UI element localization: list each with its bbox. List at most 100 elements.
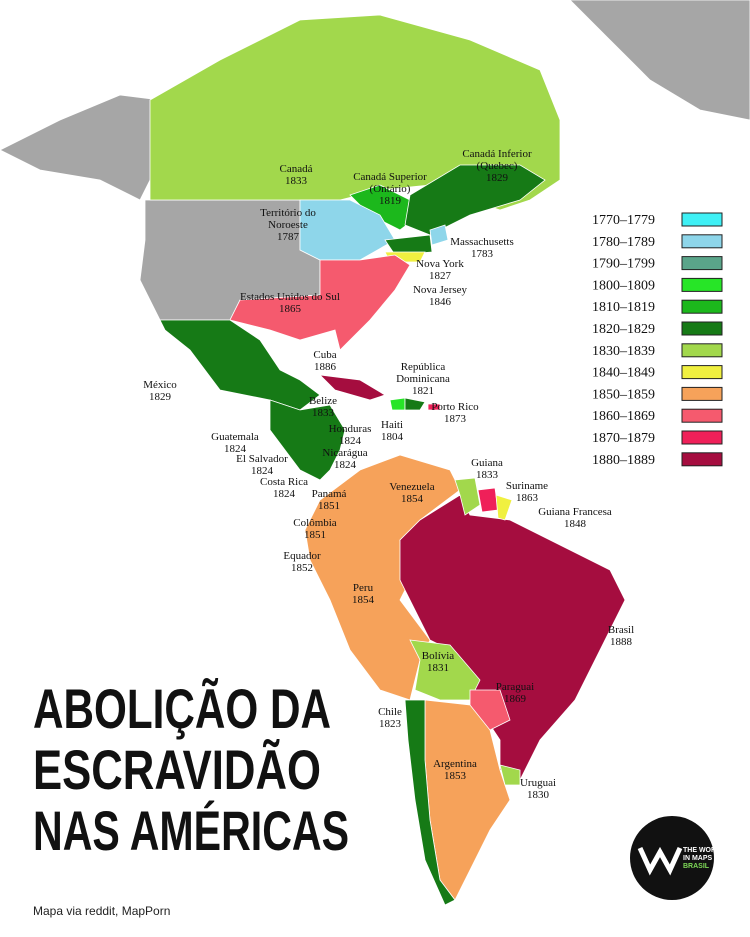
- region-year: 1833: [285, 175, 308, 187]
- logo-badge: [630, 816, 714, 900]
- region-name: Equador: [283, 550, 321, 562]
- region-year: 1848: [564, 518, 587, 530]
- region-name: Peru: [353, 582, 374, 594]
- uruguay: [499, 764, 521, 786]
- region-year: 1853: [444, 770, 467, 782]
- region-name: El Salvador: [236, 453, 288, 465]
- legend-swatch: [681, 386, 723, 401]
- region-name: Paraguai: [496, 681, 534, 693]
- region-year: 1827: [429, 270, 452, 282]
- region-name: Canadá: [280, 163, 313, 175]
- region-name: Noroeste: [268, 219, 308, 231]
- region-year: 1869: [504, 693, 527, 705]
- region-year: 1851: [318, 500, 340, 512]
- region-year: 1829: [149, 391, 172, 403]
- massachusetts: [429, 224, 449, 246]
- legend-swatch: [681, 256, 723, 271]
- region-name: Dominicana: [396, 373, 450, 385]
- region-year: 1888: [610, 636, 633, 648]
- legend-swatch: [681, 299, 723, 314]
- region-name: Suriname: [506, 480, 548, 492]
- region-year: 1830: [527, 789, 550, 801]
- region-year: 1804: [381, 431, 404, 443]
- region-name: Chile: [378, 706, 402, 718]
- landmass: [0, 0, 750, 906]
- legend-swatch: [681, 365, 723, 380]
- suriname: [477, 487, 499, 513]
- region-name: Colômbia: [293, 517, 337, 529]
- legend-label: 1790–1799: [592, 257, 655, 272]
- region-name: Estados Unidos do Sul: [240, 291, 340, 303]
- legend-label: 1850–1859: [592, 387, 655, 402]
- bolivia: [409, 639, 481, 701]
- legend-label: 1860–1869: [592, 409, 655, 424]
- northwest-south-america: [304, 454, 461, 701]
- cuba: [318, 374, 386, 401]
- region-year: 1829: [486, 172, 509, 184]
- region-name: Brasil: [608, 624, 634, 636]
- region-year: 1824: [251, 465, 274, 477]
- legend-label: 1880–1889: [592, 453, 655, 468]
- source: Mapa via reddit, MapPorn: [33, 904, 170, 918]
- region-year: 1824: [273, 488, 296, 500]
- dominican-republic: [404, 397, 426, 411]
- region-name: Território do: [260, 207, 316, 219]
- region-name: Honduras: [329, 423, 372, 435]
- region-name: Panamá: [312, 488, 347, 500]
- region-year: 1783: [471, 248, 494, 260]
- legend-swatch: [681, 277, 723, 292]
- legend-swatch: [681, 430, 723, 445]
- region-year: 1851: [304, 529, 326, 541]
- central-america: [269, 399, 346, 481]
- greenland: [569, 0, 750, 121]
- chile: [404, 699, 456, 906]
- region-year: 1833: [312, 407, 335, 419]
- southern-us: [229, 254, 411, 351]
- region-year: 1854: [352, 594, 375, 606]
- region-year: 1824: [339, 435, 362, 447]
- region-year: 1863: [516, 492, 539, 504]
- legend-swatch: [681, 408, 723, 423]
- region-year: 1886: [314, 361, 337, 373]
- region-name: (Ontário): [370, 183, 411, 195]
- logo-text: BRASIL: [683, 863, 710, 870]
- region-year: 1824: [334, 459, 357, 471]
- legend-label: 1820–1829: [592, 322, 655, 337]
- legend-label: 1810–1819: [592, 300, 655, 315]
- legend: 1770–1779 1780–1789 1790–1799 1800–1809 1810…: [592, 212, 723, 468]
- puerto-rico: [427, 403, 441, 411]
- title-line: ABOLIÇÃO DA: [33, 677, 331, 740]
- title-line: ESCRAVIDÃO: [33, 738, 321, 801]
- guyana: [454, 477, 481, 516]
- region-year: 1831: [427, 662, 449, 674]
- region-name: Massachusetts: [450, 236, 514, 248]
- region-name: Nova York: [416, 258, 464, 270]
- region-name: Argentina: [433, 758, 477, 770]
- region-year: 1873: [444, 413, 467, 425]
- haiti: [389, 397, 406, 411]
- region-year: 1846: [429, 296, 452, 308]
- region-year: 1833: [476, 469, 499, 481]
- legend-swatch: [681, 234, 723, 249]
- region-year: 1823: [379, 718, 402, 730]
- region-year: 1787: [277, 231, 300, 243]
- french-guiana: [495, 494, 513, 521]
- region-name: Haiti: [381, 419, 403, 431]
- region-year: 1852: [291, 562, 313, 574]
- region-name: Belize: [309, 395, 337, 407]
- region-year: 1821: [412, 385, 434, 397]
- region-year: 1854: [401, 493, 424, 505]
- legend-label: 1830–1839: [592, 344, 655, 359]
- legend-label: 1870–1879: [592, 431, 655, 446]
- legend-label: 1770–1779: [592, 213, 655, 228]
- region-name: Canadá Inferior: [462, 148, 532, 160]
- legend-swatch: [681, 212, 723, 227]
- region-name: Costa Rica: [260, 476, 308, 488]
- legend-swatch: [681, 343, 723, 358]
- region-name: Guiana: [471, 457, 503, 469]
- region-name: Cuba: [313, 349, 336, 361]
- legend-label: 1780–1789: [592, 235, 655, 250]
- region-name: Guiana Francesa: [538, 506, 612, 518]
